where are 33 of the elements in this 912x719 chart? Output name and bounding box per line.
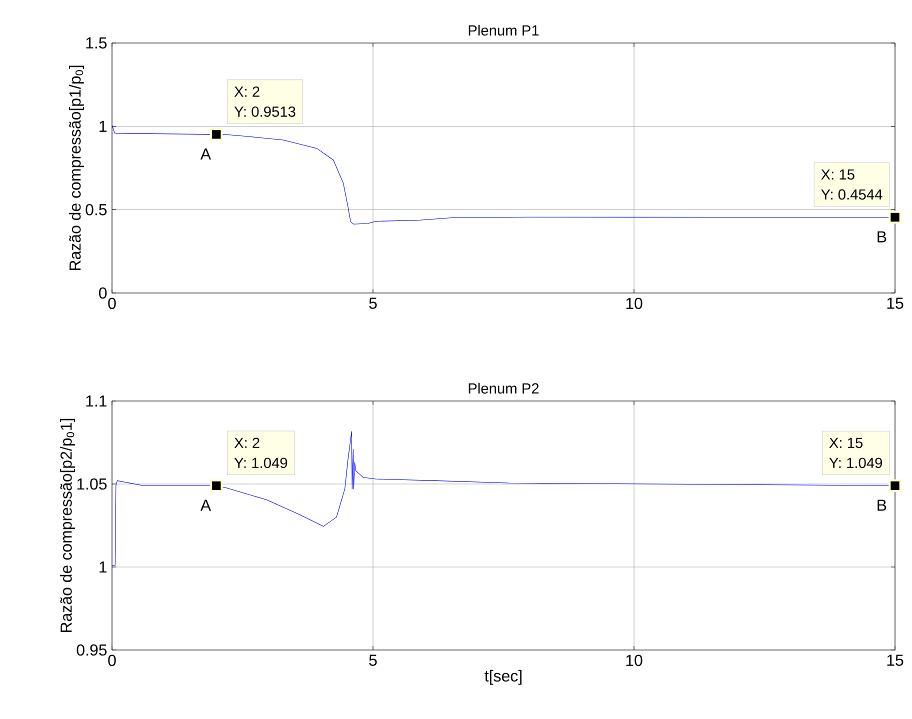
- y-axis-title: Razão de compressão[p2/p$_{0}$1]: [60, 418, 76, 632]
- x-tick-label: 15: [887, 654, 904, 666]
- y-axis-title: Razão de compressão[p1/p$_{0}$]: [68, 66, 84, 270]
- y-tick-label: 0.95: [76, 644, 107, 656]
- y-tick-label: 1.05: [77, 478, 107, 490]
- annotation: A: [200, 500, 212, 511]
- x-tick-label: 10: [626, 654, 642, 666]
- annotation: X: 15: [829, 438, 863, 448]
- y-tick-label: 1: [100, 120, 107, 132]
- chart-title: Plenum P1: [468, 24, 539, 36]
- x-tick-label: 0: [108, 654, 116, 666]
- annotation: Y: 1.049: [829, 458, 882, 468]
- x-tick-label: 0: [108, 298, 116, 310]
- annotation: X: 2: [234, 438, 260, 448]
- x-axis-title: t[sec]: [484, 670, 522, 685]
- y-tick-label: 1: [100, 562, 107, 573]
- chart-title: Plenum P2: [468, 382, 539, 394]
- annotation: B: [878, 231, 886, 242]
- y-tick-label: 1.1: [86, 396, 107, 407]
- x-tick-label: 10: [626, 298, 642, 310]
- annotation: Y: 0.9513: [234, 106, 296, 117]
- annotation: A: [200, 148, 212, 160]
- annotation: B: [878, 500, 886, 511]
- x-tick-label: 5: [369, 298, 377, 309]
- x-tick-label: 15: [887, 298, 904, 309]
- y-tick-label: 0.5: [86, 204, 107, 216]
- y-tick-label: 0: [99, 287, 107, 299]
- annotation: X: 15: [821, 169, 854, 180]
- y-tick-label: 1.5: [86, 37, 107, 49]
- annotation: Y: 0.4544: [821, 189, 882, 200]
- x-tick-label: 5: [369, 654, 377, 666]
- annotation: Y: 1.049: [234, 458, 288, 468]
- annotation: X: 2: [234, 86, 260, 97]
